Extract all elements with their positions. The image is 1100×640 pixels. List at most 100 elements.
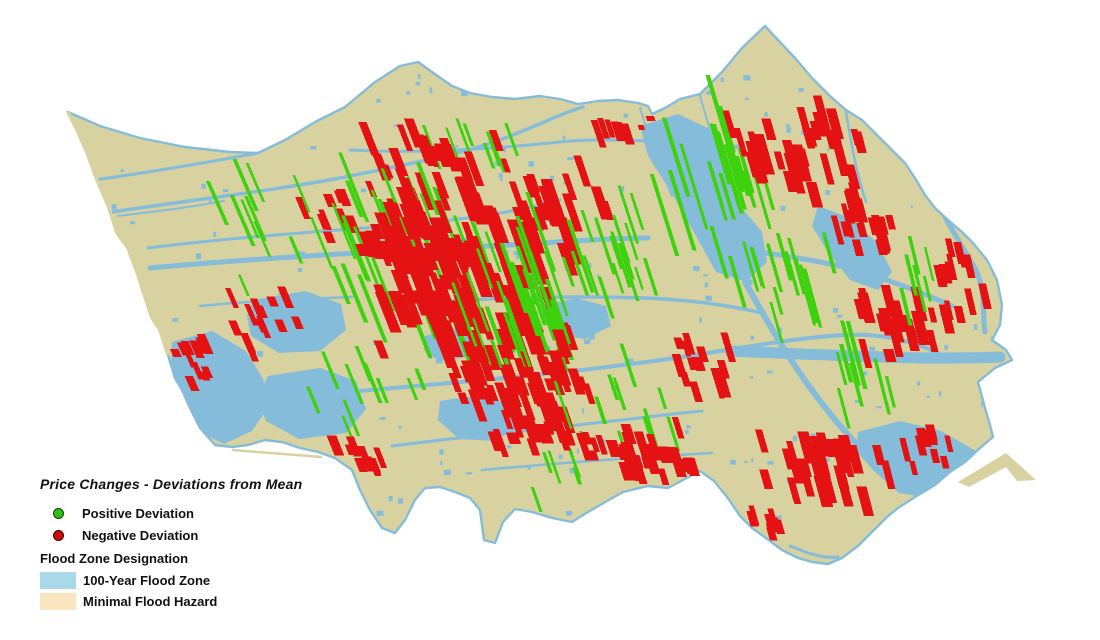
positive-deviation-bar <box>737 148 755 193</box>
positive-deviation-bar <box>543 250 569 317</box>
positive-deviation-bar <box>718 173 736 220</box>
positive-deviation-bar <box>727 255 747 308</box>
positive-deviation-bar <box>530 486 543 512</box>
negative-deviation-bar <box>395 186 422 227</box>
flood-zone-speckle <box>766 370 773 374</box>
flood-zone-speckle <box>938 391 942 397</box>
positive-deviation-bar <box>912 264 927 313</box>
positive-deviation-bar <box>561 256 576 287</box>
flood-zone-speckle <box>707 145 713 151</box>
flood-zone-speckle <box>816 355 820 360</box>
negative-deviation-bar <box>431 171 450 199</box>
negative-deviation-bar <box>438 137 458 165</box>
flood-zone-speckle <box>910 205 913 209</box>
negative-deviation-bar <box>433 143 452 168</box>
flood-zone-speckle <box>743 75 751 81</box>
negative-deviation-bar <box>964 288 977 315</box>
negative-deviation-bar <box>365 230 388 260</box>
negative-deviation-bar <box>881 460 896 489</box>
negative-deviation-bar <box>886 318 903 342</box>
positive-deviation-bar <box>822 232 837 274</box>
negative-deviation-bar <box>200 366 214 379</box>
negative-deviation-bar <box>513 358 528 378</box>
positive-deviation-bar <box>375 377 390 404</box>
negative-deviation-bar <box>225 288 239 308</box>
negative-deviation-bar <box>390 244 411 268</box>
positive-deviation-bar <box>331 265 351 305</box>
negative-deviation-bar <box>521 415 543 443</box>
flood-zone-speckle <box>699 317 702 323</box>
negative-deviation-bar <box>899 437 912 462</box>
negative-deviation-bar <box>589 437 600 453</box>
positive-deviation-bar <box>547 450 562 484</box>
negative-deviation-dot-icon <box>53 529 64 541</box>
negative-deviation-bar <box>545 361 565 395</box>
flood-zone-river <box>390 409 704 448</box>
positive-deviation-bar <box>784 251 801 296</box>
flood-zone-speckle <box>120 169 125 172</box>
negative-deviation-bar <box>918 430 932 448</box>
positive-deviation-bar <box>661 117 691 197</box>
negative-deviation-bar <box>938 304 955 334</box>
flood-zone-speckle <box>589 263 592 269</box>
flood-zone-speckle <box>627 358 634 364</box>
county-boundary-layer <box>66 24 1036 566</box>
positive-deviation-bar <box>529 273 556 341</box>
positive-deviation-bar <box>611 263 625 294</box>
positive-deviation-bar <box>338 152 370 222</box>
flood-zone-speckle <box>498 173 503 177</box>
positive-deviation-bar <box>787 237 806 295</box>
negative-deviation-bar <box>637 125 646 131</box>
positive-deviation-bar <box>515 245 547 325</box>
positive-deviation-bar <box>713 124 738 197</box>
flood-zone-speckle <box>685 429 689 434</box>
negative-deviation-bar <box>686 357 698 370</box>
negative-deviation-bar <box>953 306 966 324</box>
positive-deviation-bar <box>724 144 747 210</box>
negative-deviation-bar <box>515 264 530 286</box>
flood-zone-speckle <box>257 350 263 357</box>
positive-deviation-bar <box>753 176 772 229</box>
negative-deviation-bar <box>926 428 939 446</box>
negative-deviation-bar <box>496 345 510 358</box>
flood-zone-speckle <box>398 425 402 429</box>
negative-deviation-bar <box>459 242 479 267</box>
flood-zone-speckle <box>703 274 708 277</box>
negative-deviation-bar <box>668 447 687 478</box>
negative-deviation-bar <box>761 118 777 140</box>
negative-deviation-bar <box>620 423 637 444</box>
positive-deviation-bar <box>624 222 639 261</box>
negative-deviation-bar <box>830 215 845 245</box>
negative-deviation-bar <box>454 177 478 222</box>
flood-zone-speckle <box>298 251 305 258</box>
negative-deviation-bar <box>526 438 541 456</box>
positive-deviation-bar <box>523 288 550 353</box>
negative-deviation-bar <box>374 291 402 333</box>
negative-deviation-bar <box>462 341 488 386</box>
flood-zone-speckle <box>730 459 736 465</box>
negative-deviation-bar <box>813 476 834 507</box>
positive-deviation-bar <box>742 170 757 208</box>
positive-deviation-bar <box>799 264 818 324</box>
flood-zone-speckle <box>944 345 948 350</box>
negative-deviation-bar <box>519 395 536 421</box>
positive-deviation-bar <box>525 192 557 272</box>
positive-deviation-bar <box>363 239 396 311</box>
negative-deviation-bar <box>766 527 776 540</box>
positive-deviation-bar <box>623 251 635 280</box>
flood-zone-river <box>639 107 673 197</box>
negative-deviation-bar <box>773 151 786 170</box>
flood-zone-speckle <box>111 204 117 210</box>
negative-deviation-bar <box>573 155 592 187</box>
negative-deviation-bar <box>247 349 259 362</box>
negative-deviation-bar <box>641 458 656 469</box>
negative-deviation-bar <box>505 378 523 407</box>
positive-deviation-bar <box>593 217 616 275</box>
negative-deviation-bar <box>517 205 541 250</box>
flood-zone-speckle <box>506 445 512 449</box>
flood-zone-speckle <box>528 161 534 167</box>
positive-deviation-bar <box>451 282 480 351</box>
negative-deviation-bar <box>646 433 662 461</box>
negative-deviation-bar <box>449 304 465 319</box>
